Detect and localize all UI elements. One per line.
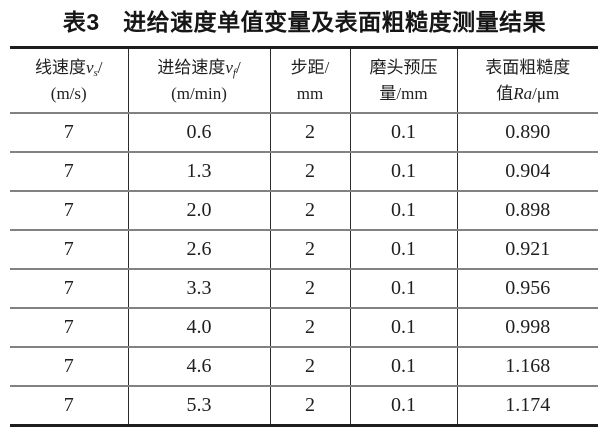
header-text-segment: 表面粗糙度 xyxy=(485,58,571,77)
table-cell-feed-speed: 1.3 xyxy=(128,152,271,192)
table-cell-feed-speed: 5.3 xyxy=(128,386,271,426)
table-cell-surface-roughness: 1.168 xyxy=(457,347,598,387)
header-text-segment: (m/s) xyxy=(50,83,87,103)
table-cell-linear-speed: 7 xyxy=(10,308,129,348)
table-row: 7 2.0 2 0.1 0.898 xyxy=(10,191,598,231)
measurement-table: 线速度vs/(m/s) 进给速度vf/(m/min) 步距/mm 磨头预压 量/mm 表面… xyxy=(10,46,598,427)
header-line: 磨头预压 xyxy=(351,55,457,81)
table-cell-linear-speed: 7 xyxy=(10,230,129,270)
header-text-segment: (m/min) xyxy=(171,83,227,103)
header-cell-surface-roughness: 表面粗糙度值Ra/μm xyxy=(457,47,599,114)
header-line: mm xyxy=(271,81,350,107)
header-cell-step-distance: 步距/mm xyxy=(270,47,351,114)
header-line: (m/s) xyxy=(10,81,128,107)
header-cell-head-preload: 磨头预压量/mm xyxy=(350,47,458,114)
table-cell-surface-roughness: 0.898 xyxy=(457,191,598,231)
table-cell-step-distance: 2 xyxy=(270,386,351,426)
table-header: 线速度vs/(m/s) 进给速度vf/(m/min) 步距/mm 磨头预压 量/mm 表面… xyxy=(10,47,599,114)
header-line: 表面粗糙度 xyxy=(458,55,599,81)
table-row: 7 2.6 2 0.1 0.921 xyxy=(10,230,598,270)
header-line: 量/mm xyxy=(351,81,457,107)
table-cell-head-preload: 0.1 xyxy=(350,113,458,153)
table-cell-feed-speed: 4.0 xyxy=(128,308,271,348)
table-row: 7 0.6 2 0.1 0.890 xyxy=(10,113,598,153)
table-cell-head-preload: 0.1 xyxy=(350,230,458,270)
header-line: 线速度vs/ xyxy=(10,55,128,81)
table-cell-feed-speed: 4.6 xyxy=(128,347,271,387)
table-cell-feed-speed: 2.6 xyxy=(128,230,271,270)
table-cell-linear-speed: 7 xyxy=(10,191,129,231)
header-text-segment: v xyxy=(85,58,94,77)
table-row: 7 4.0 2 0.1 0.998 xyxy=(10,308,598,348)
header-text-segment: s xyxy=(93,67,98,79)
table-row: 7 1.3 2 0.1 0.904 xyxy=(10,152,598,192)
table-cell-step-distance: 2 xyxy=(270,347,351,387)
header-text-segment: Ra xyxy=(513,83,533,103)
table-row: 7 3.3 2 0.1 0.956 xyxy=(10,269,598,309)
table-cell-head-preload: 0.1 xyxy=(350,269,458,309)
header-row: 线速度vs/(m/s) 进给速度vf/(m/min) 步距/mm 磨头预压 量/mm 表面… xyxy=(10,47,599,114)
header-line: 进给速度vf/ xyxy=(129,55,270,81)
table-cell-feed-speed: 3.3 xyxy=(128,269,271,309)
header-text-segment: f xyxy=(232,67,236,79)
table-cell-head-preload: 0.1 xyxy=(350,152,458,192)
table-cell-step-distance: 2 xyxy=(270,269,351,309)
table-cell-linear-speed: 7 xyxy=(10,269,129,309)
header-text-segment: mm xyxy=(296,83,324,103)
table-cell-surface-roughness: 0.904 xyxy=(457,152,598,192)
table-row: 7 4.6 2 0.1 1.168 xyxy=(10,347,598,387)
header-line: 步距/ xyxy=(271,55,350,81)
header-cell-linear-speed: 线速度vs/(m/s) xyxy=(10,47,129,114)
table-body: 7 0.6 2 0.1 0.890 7 1.3 2 0.1 0.904 7 2.0 2 0.1 0.898 7… xyxy=(10,113,598,426)
table-cell-linear-speed: 7 xyxy=(10,113,129,153)
header-text-segment: / xyxy=(235,58,241,77)
header-text-segment: / xyxy=(97,58,103,77)
table-cell-surface-roughness: 0.921 xyxy=(457,230,598,270)
table-cell-step-distance: 2 xyxy=(270,113,351,153)
table-cell-head-preload: 0.1 xyxy=(350,386,458,426)
header-text-segment: 线速度 xyxy=(34,58,86,77)
table-cell-step-distance: 2 xyxy=(270,152,351,192)
table-cell-head-preload: 0.1 xyxy=(350,191,458,231)
table-cell-step-distance: 2 xyxy=(270,230,351,270)
header-text-segment: 量/mm xyxy=(379,83,428,103)
table-cell-feed-speed: 2.0 xyxy=(128,191,271,231)
header-line: 值Ra/μm xyxy=(458,81,599,107)
table-caption: 表3 进给速度单值变量及表面粗糙度测量结果 xyxy=(62,9,547,35)
table-cell-surface-roughness: 0.956 xyxy=(457,269,598,309)
header-cell-feed-speed: 进给速度vf/(m/min) xyxy=(128,47,271,114)
table-cell-linear-speed: 7 xyxy=(10,386,129,426)
header-text-segment: 磨头预压 xyxy=(369,58,438,77)
header-text-segment: 值 xyxy=(496,83,514,103)
header-text-segment: /μm xyxy=(532,83,560,103)
table-cell-head-preload: 0.1 xyxy=(350,308,458,348)
header-text-segment: 进给速度 xyxy=(157,58,226,77)
table-cell-step-distance: 2 xyxy=(270,308,351,348)
header-text-segment: v xyxy=(225,58,233,77)
table-cell-linear-speed: 7 xyxy=(10,152,129,192)
table-row: 7 5.3 2 0.1 1.174 xyxy=(10,386,598,426)
table-cell-surface-roughness: 1.174 xyxy=(505,394,551,416)
header-line: (m/min) xyxy=(129,81,270,107)
header-text-segment: 步距/ xyxy=(290,58,330,77)
table-cell-head-preload: 0.1 xyxy=(350,347,458,387)
table-cell-surface-roughness: 0.998 xyxy=(457,308,598,348)
table-cell-linear-speed: 7 xyxy=(10,347,129,387)
table-cell-step-distance: 2 xyxy=(270,191,351,231)
table-cell-surface-roughness: 0.890 xyxy=(457,113,598,153)
table-cell-feed-speed: 0.6 xyxy=(128,113,271,153)
